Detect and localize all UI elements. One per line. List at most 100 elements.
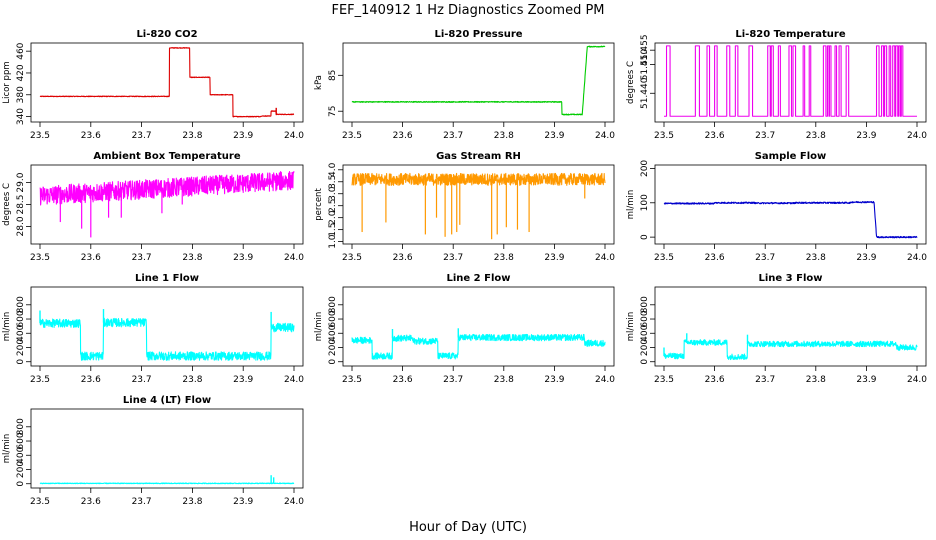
x-tick-label: 23.6 [393,375,413,385]
x-tick-label: 23.5 [30,253,50,263]
plot-frame [342,42,615,123]
y-tick-label: 400 [16,446,26,463]
x-tick-label: 23.8 [806,253,826,263]
y-tick-label: 1.5 [328,222,338,236]
panel-title: Li-820 Temperature [735,29,845,40]
x-tick-label: 23.5 [654,131,674,141]
x-tick-label: 23.8 [806,131,826,141]
x-tick-label: 23.9 [233,497,253,507]
series-line [351,333,606,360]
x-tick-label: 23.6 [81,375,101,385]
x-tick-label: 23.8 [494,131,514,141]
y-tick-label: 380 [16,86,26,103]
y-tick-label: 200 [16,461,26,478]
x-tick-label: 23.5 [30,497,50,507]
y-tick-label: 51.455 [640,34,650,66]
x-tick-label: 23.7 [443,375,463,385]
y-tick-label: 100 [640,194,650,211]
x-tick-label: 24.0 [595,375,615,385]
x-tick-label: 23.6 [393,253,413,263]
y-tick-label: 400 [640,324,650,341]
y-tick-label: 3.5 [328,175,338,189]
x-tick-label: 24.0 [595,253,615,263]
panel-title: Ambient Box Temperature [93,151,240,162]
x-tick-label: 24.0 [907,131,927,141]
panel-5: Gas Stream RH 23.5 23.6 23.7 23.8 23.9 24.0 1.0… [314,151,615,263]
x-tick-label: 23.8 [182,497,202,507]
plot-frame [342,286,615,367]
x-tick-label: 23.8 [806,375,826,385]
x-tick-label: 23.6 [81,253,101,263]
y-tick-label: 2.0 [328,210,338,225]
x-tick-label: 23.8 [182,253,202,263]
plot-frame [654,164,927,245]
x-tick-label: 23.5 [654,375,674,385]
x-tick-label: 23.5 [30,375,50,385]
x-tick-label: 23.6 [705,375,725,385]
y-tick-label: 800 [16,296,26,313]
y-tick-label: 2.5 [328,199,338,213]
x-tick-label: 23.6 [81,131,101,141]
y-tick-label: 0 [16,359,26,365]
y-tick-label: 51.450 [640,49,650,81]
y-tick-label: 600 [16,432,26,449]
x-tick-label: 23.6 [705,131,725,141]
y-tick-label: 0 [16,481,26,487]
plot-frame [654,42,927,123]
y-tick-label: 4.0 [328,162,338,177]
panel-title: Gas Stream RH [436,151,521,162]
panel-7: Line 1 Flow 23.5 23.6 23.7 23.8 23.9 24.0 0 2004… [2,273,304,385]
series-line [39,482,295,485]
y-axis-label: percent [314,188,324,221]
y-tick-label: 600 [640,310,650,327]
x-tick-label: 24.0 [284,131,304,141]
y-tick-label: 200 [328,339,338,356]
x-tick-label: 23.9 [544,375,564,385]
y-tick-label: 0 [640,234,650,240]
x-tick-label: 23.9 [544,131,564,141]
y-axis-label: ml/min [626,312,636,342]
plot-frame [342,164,615,245]
x-tick-label: 24.0 [907,253,927,263]
x-tick-label: 24.0 [284,497,304,507]
panel-title: Line 2 Flow [447,273,511,284]
x-tick-label: 23.9 [233,131,253,141]
panel-6: Sample Flow 23.5 23.6 23.7 23.8 23.9 24.0 0 100 2… [626,151,927,263]
x-tick-label: 23.9 [233,375,253,385]
x-tick-label: 24.0 [907,375,927,385]
y-tick-label: 400 [16,324,26,341]
x-tick-label: 23.7 [132,253,152,263]
x-tick-label: 23.9 [544,253,564,263]
x-tick-label: 23.7 [755,375,775,385]
x-tick-label: 23.6 [705,253,725,263]
y-tick-label: 800 [640,296,650,313]
x-tick-label: 23.6 [393,131,413,141]
panel-8: Line 2 Flow 23.5 23.6 23.7 23.8 23.9 24.0 0 2004… [314,273,615,385]
x-tick-label: 23.7 [132,131,152,141]
panel-3: Li-820 Temperature 23.5 23.6 23.7 23.8 23.9 24… [626,29,927,141]
panel-1: Li-820 CO2 23.5 23.6 23.7 23.8 23.9 24.0 340 380… [2,29,304,141]
y-tick-label: 51.440 [640,77,650,109]
series-line [351,172,606,186]
x-tick-label: 23.9 [856,375,876,385]
x-tick-label: 23.5 [342,375,362,385]
x-tick-label: 23.7 [755,131,775,141]
y-axis-label: degrees C [2,183,12,226]
y-tick-label: 85 [328,70,338,81]
series-line [39,47,295,118]
panel-title: Line 1 Flow [135,273,199,284]
x-tick-label: 24.0 [284,253,304,263]
y-tick-label: 800 [328,296,338,313]
x-tick-label: 23.8 [182,131,202,141]
x-tick-label: 24.0 [284,375,304,385]
panel-title: Line 3 Flow [759,273,823,284]
series-line [351,45,606,116]
y-tick-label: 460 [16,42,26,59]
series-line [663,339,918,361]
x-tick-label: 23.6 [81,497,101,507]
y-axis-label: Licor ppm [2,61,12,103]
y-axis-label: kPa [314,75,324,90]
y-tick-label: 0 [328,359,338,365]
y-tick-label: 0 [640,359,650,365]
x-tick-label: 23.7 [755,253,775,263]
